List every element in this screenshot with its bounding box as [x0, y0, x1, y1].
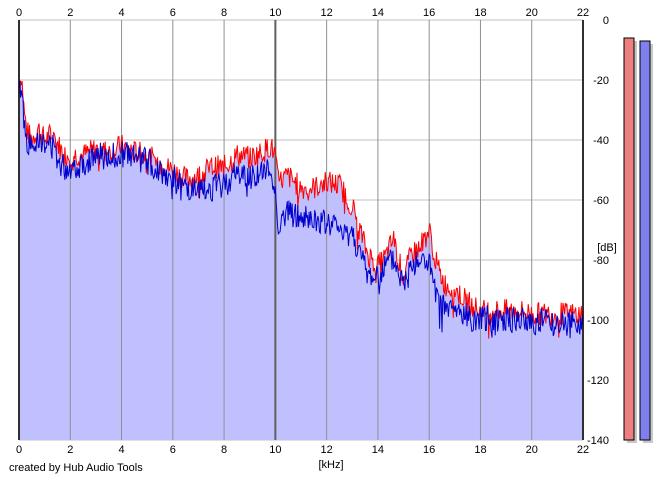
- x-tick-top-0: 0: [16, 7, 22, 19]
- x-tick-bottom-10: 20: [526, 444, 538, 456]
- x-tick-bottom-7: 14: [372, 444, 384, 456]
- x-tick-top-4: 8: [221, 7, 227, 19]
- y-tick-1: -20: [593, 75, 609, 87]
- x-tick-top-8: 16: [423, 7, 435, 19]
- x-tick-bottom-1: 2: [67, 444, 73, 456]
- x-tick-top-1: 2: [67, 7, 73, 19]
- y-tick-6: -120: [587, 375, 609, 387]
- x-tick-top-6: 12: [321, 7, 333, 19]
- level-meters: [623, 37, 653, 443]
- x-axis-label: [kHz]: [318, 459, 343, 471]
- level-meter-left: [623, 37, 635, 441]
- x-tick-bottom-2: 4: [118, 444, 124, 456]
- y-tick-4: -80: [593, 255, 609, 267]
- x-tick-top-11: 22: [577, 7, 589, 19]
- x-tick-top-7: 14: [372, 7, 384, 19]
- y-tick-3: -60: [593, 195, 609, 207]
- x-tick-top-5: 10: [269, 7, 281, 19]
- level-meter-right: [639, 40, 651, 441]
- right-channel-line: [18, 80, 584, 339]
- x-tick-bottom-3: 6: [170, 444, 176, 456]
- x-tick-bottom-5: 10: [269, 444, 281, 456]
- x-tick-bottom-4: 8: [221, 444, 227, 456]
- x-tick-bottom-0: 0: [16, 444, 22, 456]
- x-tick-bottom-6: 12: [321, 444, 333, 456]
- credit-text: created by Hub Audio Tools: [9, 462, 143, 474]
- y-tick-labels: 0 -20 -40 -60 -80 -100 -120 -140: [587, 15, 609, 447]
- y-tick-7: -140: [587, 435, 609, 447]
- y-tick-5: -100: [587, 315, 609, 327]
- x-tick-bottom-8: 16: [423, 444, 435, 456]
- x-tick-top-9: 18: [474, 7, 486, 19]
- x-tick-top-2: 4: [118, 7, 124, 19]
- x-tick-bottom-9: 18: [474, 444, 486, 456]
- x-tick-bottom-11: 22: [577, 444, 589, 456]
- y-tick-0: 0: [603, 15, 609, 27]
- y-axis-label: [dB]: [597, 242, 617, 254]
- x-tick-top-3: 6: [170, 7, 176, 19]
- y-tick-2: -40: [593, 135, 609, 147]
- x-tick-top-10: 20: [526, 7, 538, 19]
